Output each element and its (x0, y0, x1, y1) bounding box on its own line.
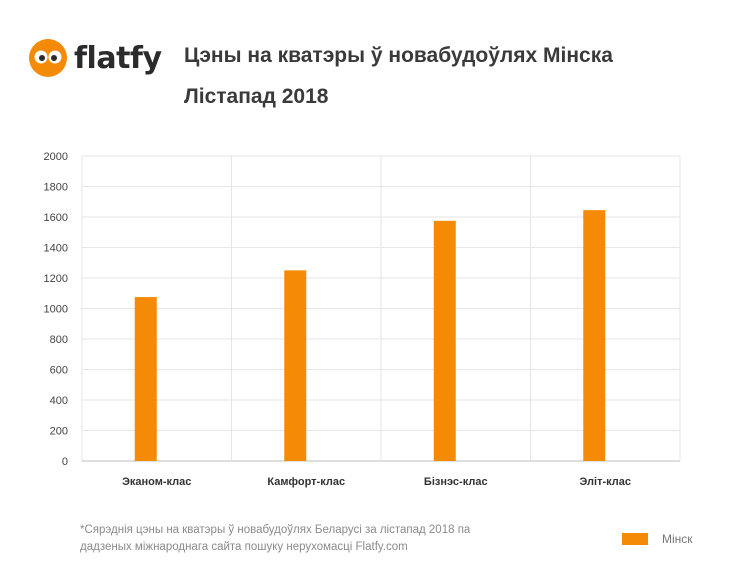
chart-bars (134, 210, 606, 461)
x-category-label: Эліт-клас (579, 476, 631, 488)
bar-chart: 0 200 400 600 800 1000 1200 1400 1600 1800 2000 Эк… (44, 151, 681, 488)
y-tick-label: 400 (50, 395, 68, 407)
y-tick-label: 1800 (44, 182, 68, 194)
y-tick-label: 2000 (44, 151, 68, 163)
chart-legend: Мінск (622, 532, 693, 546)
bar-4 (583, 210, 606, 461)
y-tick-label: 1600 (44, 212, 68, 224)
chart-grid (81, 155, 681, 462)
y-tick-label: 800 (50, 334, 68, 346)
bar-1 (134, 297, 157, 461)
footnote-line-2: дадзеных міжнароднага сайта пошуку нерух… (80, 541, 408, 553)
footnote-line-1: *Сярэднія цэны на кватэры ў новабудоўлях… (80, 524, 471, 536)
bar-2 (284, 270, 307, 461)
legend-swatch (622, 533, 648, 545)
x-category-label: Камфорт-клас (267, 476, 345, 488)
y-axis-ticks: 0 200 400 600 800 1000 1200 1400 1600 1800 2000 (44, 151, 68, 468)
y-tick-label: 600 (50, 365, 68, 377)
x-category-label: Бізнэс-клас (424, 476, 488, 488)
chart-subtitle: Лістапад 2018 (184, 85, 329, 108)
x-category-label: Эканом-клас (122, 476, 191, 488)
bar-3 (433, 220, 456, 461)
y-tick-label: 1000 (44, 304, 68, 316)
brand-logo: flatfy (28, 38, 162, 78)
x-axis-categories: Эканом-клас Камфорт-клас Бізнэс-клас Эліт-к… (122, 476, 631, 488)
y-tick-label: 0 (62, 456, 68, 468)
y-tick-label: 200 (50, 426, 68, 438)
legend-label: Мінск (662, 532, 693, 546)
chart-title: Цэны на кватэры ў новабудоўлях Мінска (184, 44, 613, 67)
y-tick-label: 1400 (44, 243, 68, 255)
y-tick-label: 1200 (44, 273, 68, 285)
footnote: *Сярэднія цэны на кватэры ў новабудоўлях… (80, 522, 520, 556)
owl-eyes-icon (29, 39, 67, 77)
brand-name: flatfy (74, 40, 162, 76)
